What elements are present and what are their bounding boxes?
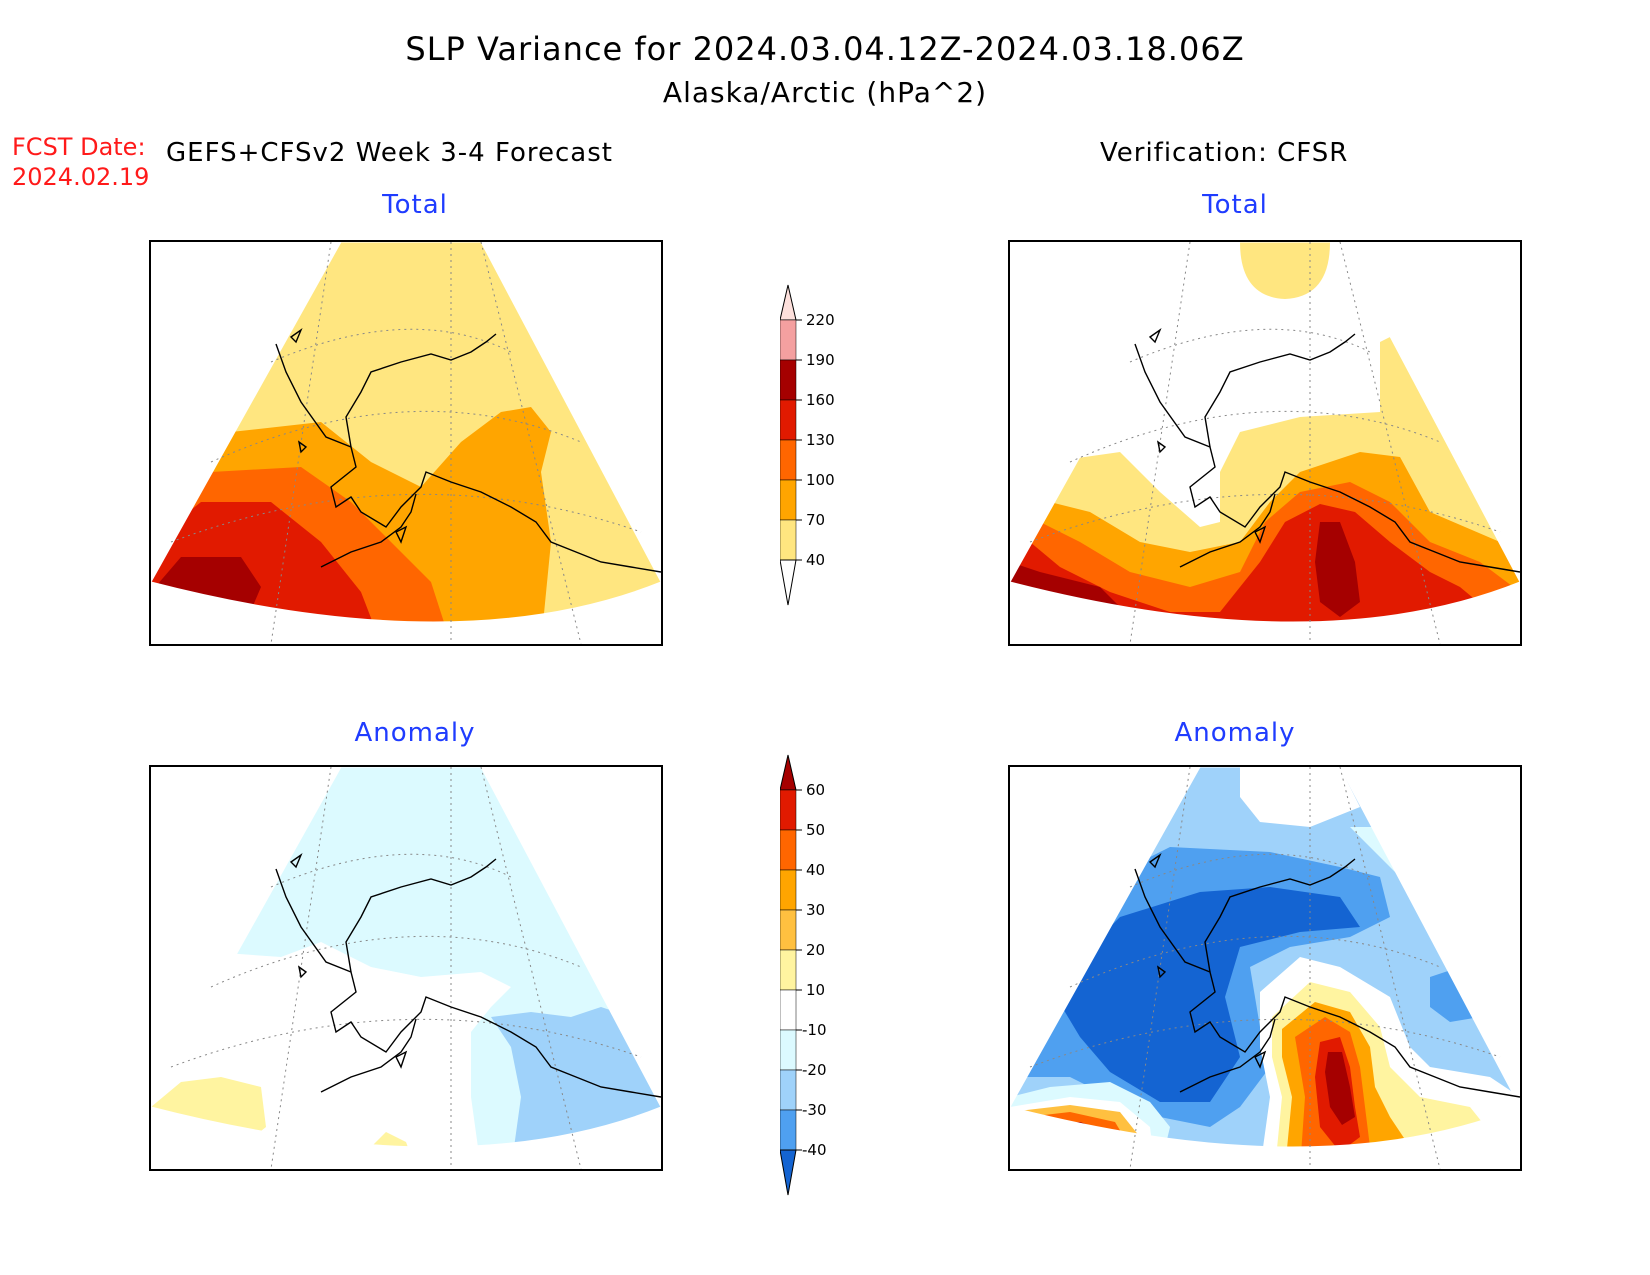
total-colorbar-swatch-40-70 — [779, 519, 797, 561]
forecast-anomaly-map — [149, 765, 663, 1171]
forecast-anomaly-title: Anomaly — [354, 718, 476, 748]
anomaly-colorbar-swatch-minus30-minus40 — [779, 1109, 797, 1151]
verification-total-title: Total — [1202, 190, 1268, 220]
total-colorbar: 220 190 160 130 100 70 40 — [779, 280, 860, 614]
total-colorbar-swatch-190-220 — [779, 319, 797, 361]
anomaly-colorbar-label-10: 10 — [806, 981, 825, 999]
chart-subtitle: Alaska/Arctic (hPa^2) — [662, 76, 988, 109]
verification-anomaly-title: Anomaly — [1174, 718, 1296, 748]
forecast-total-title: Total — [382, 190, 448, 220]
total-colorbar-label-130: 130 — [806, 431, 835, 449]
verification-anomaly-map — [1008, 765, 1522, 1171]
fcst-date-value: 2024.02.19 — [12, 163, 150, 191]
total-colorbar-swatch-130-160 — [779, 399, 797, 441]
anomaly-colorbar-swatch-neutral — [779, 989, 797, 1031]
anomaly-colorbar-label-minus10: -10 — [802, 1021, 827, 1039]
anomaly-colorbar-label-minus40: -40 — [802, 1141, 827, 1159]
anomaly-colorbar-swatch-20-30 — [779, 909, 797, 951]
anomaly-colorbar-swatch-minus10-minus20 — [779, 1029, 797, 1071]
chart-title: SLP Variance for 2024.03.04.12Z-2024.03.… — [405, 30, 1245, 68]
anomaly-colorbar-label-minus30: -30 — [802, 1101, 827, 1119]
anomaly-colorbar-label-50: 50 — [806, 821, 825, 839]
anomaly-colorbar-swatch-30-40 — [779, 869, 797, 911]
total-colorbar-label-40: 40 — [806, 551, 825, 569]
anomaly-colorbar-label-minus20: -20 — [802, 1061, 827, 1079]
total-colorbar-bottom-cap — [779, 559, 797, 606]
anomaly-colorbar-swatch-40-50 — [779, 829, 797, 871]
anomaly-colorbar-label-30: 30 — [806, 901, 825, 919]
total-colorbar-label-220: 220 — [806, 311, 835, 329]
total-colorbar-label-100: 100 — [806, 471, 835, 489]
verification-total-map — [1008, 240, 1522, 646]
total-colorbar-top-cap — [779, 284, 797, 321]
total-colorbar-label-160: 160 — [806, 391, 835, 409]
total-colorbar-swatch-100-130 — [779, 439, 797, 481]
anomaly-colorbar-label-60: 60 — [806, 781, 825, 799]
total-colorbar-swatch-160-190 — [779, 359, 797, 401]
verification-header: Verification: CFSR — [1100, 138, 1349, 168]
fcst-date-label: FCST Date: — [12, 133, 146, 161]
total-colorbar-label-70: 70 — [806, 511, 825, 529]
total-colorbar-swatch-70-100 — [779, 479, 797, 521]
forecast-header: GEFS+CFSv2 Week 3-4 Forecast — [166, 138, 613, 168]
anomaly-colorbar-top-cap — [779, 754, 797, 791]
anomaly-colorbar-swatch-50-60 — [779, 789, 797, 831]
forecast-total-map — [149, 240, 663, 646]
anomaly-colorbar-label-40: 40 — [806, 861, 825, 879]
anomaly-colorbar-swatch-10-20 — [779, 949, 797, 991]
anomaly-colorbar-label-20: 20 — [806, 941, 825, 959]
anomaly-colorbar-bottom-cap — [779, 1149, 797, 1196]
anomaly-colorbar: 60 50 40 30 20 10 -10 -20 -30 -40 — [779, 750, 860, 1204]
anomaly-colorbar-swatch-minus20-minus30 — [779, 1069, 797, 1111]
total-colorbar-label-190: 190 — [806, 351, 835, 369]
